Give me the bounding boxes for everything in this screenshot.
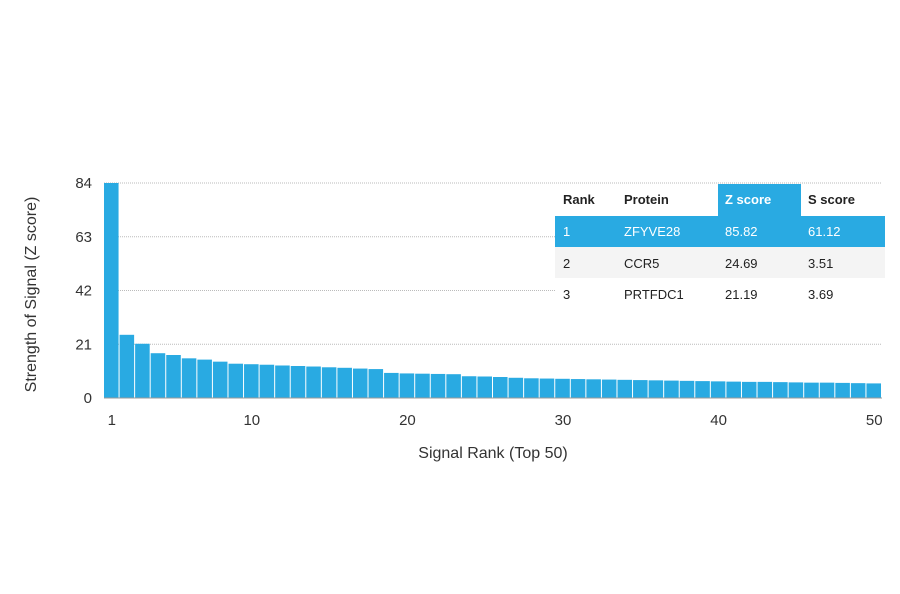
table-cell-rank-2: 2 bbox=[563, 256, 570, 271]
y-tick-label: 42 bbox=[75, 283, 92, 300]
bar bbox=[430, 373, 446, 398]
table-cell-z-2: 24.69 bbox=[725, 256, 758, 271]
table-cell-s-3: 3.69 bbox=[808, 287, 833, 302]
bar bbox=[788, 382, 804, 398]
bar bbox=[306, 366, 321, 398]
bar bbox=[508, 377, 524, 398]
table-cell-protein-3: PRTFDC1 bbox=[624, 287, 684, 302]
bar bbox=[586, 379, 601, 398]
bar bbox=[633, 380, 648, 398]
table-cell-rank-3: 3 bbox=[563, 287, 570, 302]
y-tick-label: 84 bbox=[75, 175, 92, 192]
bar bbox=[461, 376, 477, 398]
x-tick-label: 30 bbox=[555, 412, 572, 429]
bar bbox=[399, 373, 415, 398]
y-tick-label: 63 bbox=[75, 229, 92, 246]
bar bbox=[119, 334, 135, 398]
bar bbox=[290, 366, 306, 398]
bars bbox=[104, 183, 881, 398]
bar bbox=[726, 381, 741, 398]
table-cell-rank-1: 1 bbox=[563, 224, 570, 239]
bar bbox=[617, 379, 633, 398]
bar bbox=[259, 364, 275, 398]
bar bbox=[850, 383, 866, 398]
bar bbox=[384, 372, 399, 398]
bar bbox=[368, 369, 384, 398]
table-cell-z-1: 85.82 bbox=[725, 224, 758, 239]
y-tick-label: 0 bbox=[84, 390, 92, 407]
bar bbox=[524, 378, 539, 398]
bar bbox=[104, 183, 119, 398]
bar bbox=[570, 379, 586, 398]
bar bbox=[539, 378, 555, 398]
z-score-header-highlight bbox=[718, 184, 801, 216]
bar bbox=[695, 381, 710, 398]
table-header-protein: Protein bbox=[624, 192, 669, 207]
bar bbox=[819, 382, 835, 398]
bar bbox=[321, 367, 337, 398]
table-cell-s-1: 61.12 bbox=[808, 224, 841, 239]
bar bbox=[866, 383, 881, 398]
table-cell-protein-2: CCR5 bbox=[624, 256, 659, 271]
bar bbox=[135, 343, 150, 398]
bar bbox=[197, 359, 212, 398]
table-header-z-score: Z score bbox=[725, 192, 771, 207]
x-axis-title: Signal Rank (Top 50) bbox=[418, 445, 567, 462]
y-tick-labels: 0 21 42 63 84 bbox=[75, 175, 92, 407]
bar bbox=[275, 365, 290, 398]
table-header-s-score: S score bbox=[808, 192, 855, 207]
x-tick-label: 1 bbox=[108, 412, 116, 429]
table-header-rank: Rank bbox=[563, 192, 596, 207]
x-tick-label: 50 bbox=[866, 412, 883, 429]
y-tick-label: 21 bbox=[75, 336, 92, 353]
table-cell-z-3: 21.19 bbox=[725, 287, 758, 302]
x-tick-label: 40 bbox=[710, 412, 727, 429]
table-cell-s-2: 3.51 bbox=[808, 256, 833, 271]
bar bbox=[757, 381, 773, 398]
bar bbox=[181, 358, 197, 398]
bar bbox=[804, 382, 819, 398]
bar bbox=[493, 377, 508, 398]
bar bbox=[555, 378, 570, 398]
bar bbox=[337, 367, 352, 398]
table-cell-protein-1: ZFYVE28 bbox=[624, 224, 680, 239]
bar bbox=[679, 380, 695, 398]
x-tick-label: 20 bbox=[399, 412, 416, 429]
bar bbox=[166, 355, 181, 398]
x-tick-label: 10 bbox=[243, 412, 260, 429]
score-table: Rank Protein Z score S score 1 ZFYVE28 8… bbox=[555, 184, 885, 308]
bar bbox=[446, 374, 461, 398]
table-row-highlight bbox=[555, 216, 885, 247]
bar bbox=[212, 361, 228, 398]
bar bbox=[741, 381, 757, 398]
bar bbox=[835, 382, 850, 398]
bar bbox=[244, 364, 259, 398]
bar bbox=[601, 379, 617, 398]
bar bbox=[477, 376, 492, 398]
bar bbox=[150, 353, 166, 398]
bar bbox=[773, 382, 788, 398]
bar bbox=[228, 363, 244, 398]
y-axis-title: Strength of Signal (Z score) bbox=[23, 197, 40, 393]
x-tick-labels: 1 10 20 30 40 50 bbox=[108, 412, 883, 429]
bar bbox=[648, 380, 664, 398]
table-row-stripe bbox=[555, 247, 885, 278]
bar bbox=[352, 368, 368, 398]
bar bbox=[664, 380, 679, 398]
bar bbox=[710, 381, 726, 398]
bar bbox=[415, 373, 430, 398]
